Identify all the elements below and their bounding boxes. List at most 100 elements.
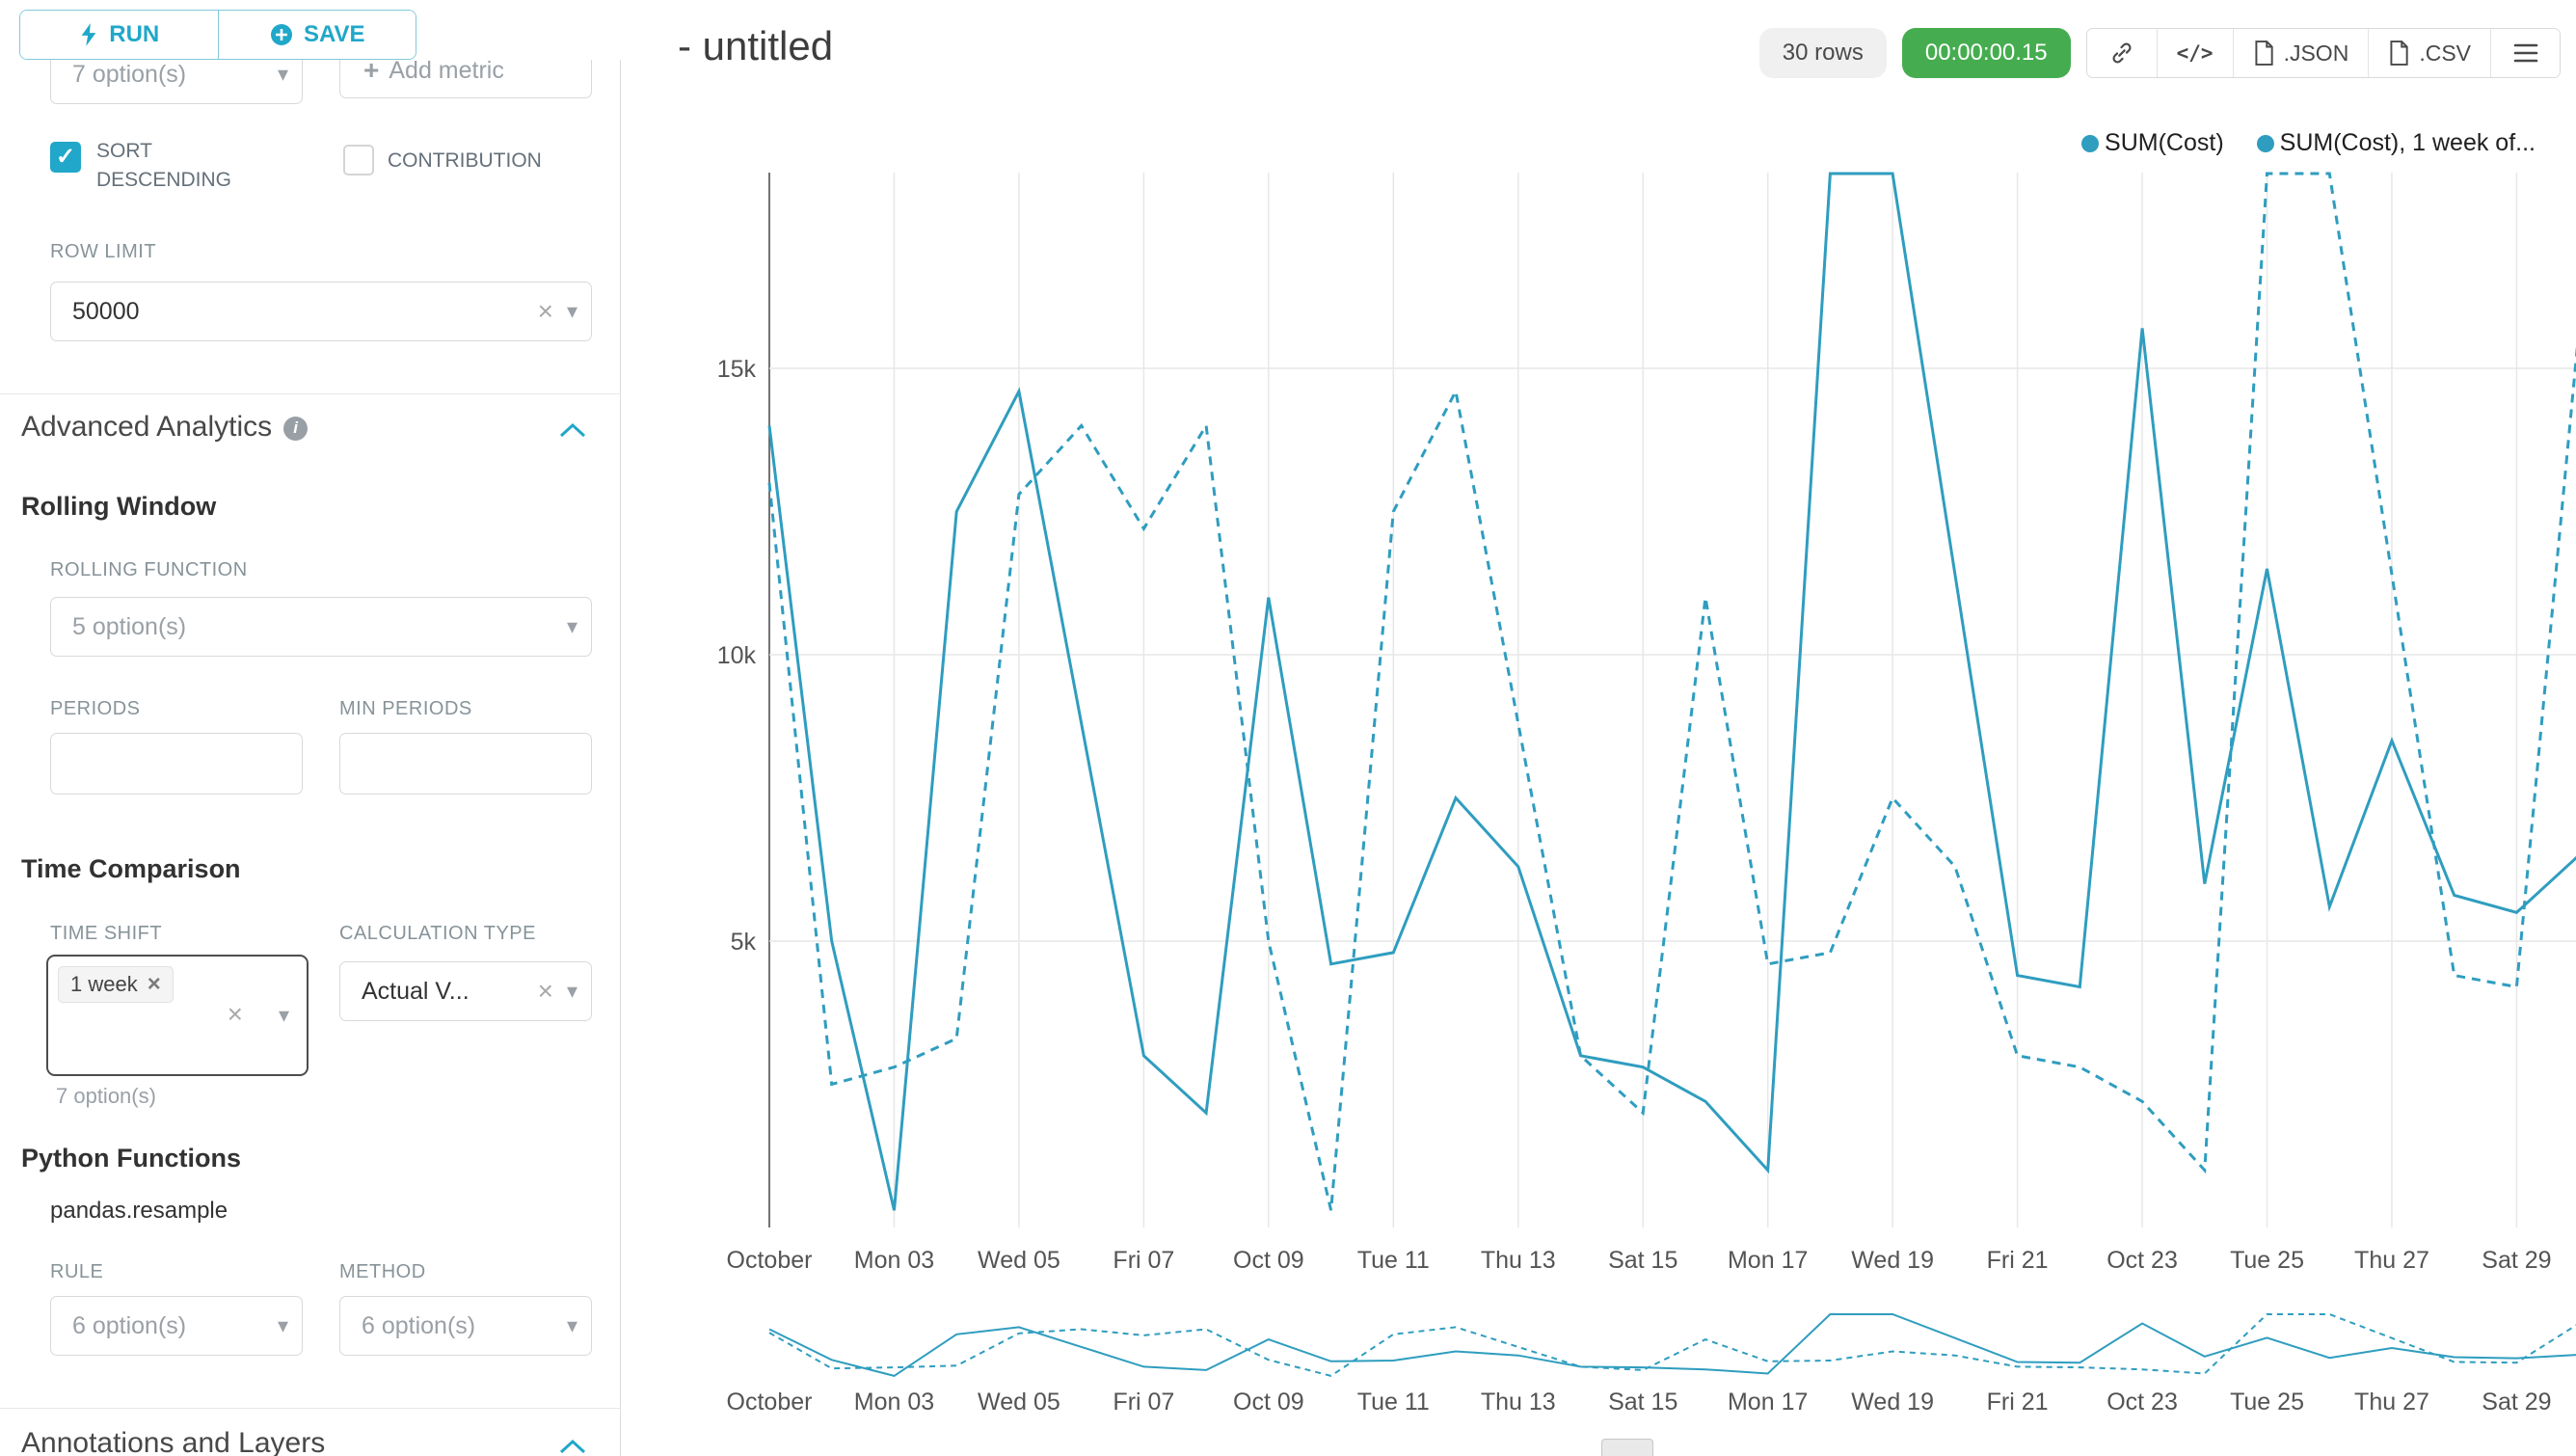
method-value: 6 option(s) (362, 1311, 476, 1339)
row-count-badge: 30 rows (1758, 28, 1887, 78)
method-select[interactable]: 6 option(s) ▾ (339, 1296, 592, 1356)
contribution-checkbox[interactable] (343, 145, 374, 175)
menu-button[interactable] (2490, 29, 2560, 77)
time-shift-tag-label: 1 week (70, 972, 138, 996)
svg-text:Wed 19: Wed 19 (1851, 1247, 1934, 1274)
row-limit-value: 50000 (72, 297, 140, 325)
panel-action-bar: RUN SAVE (0, 0, 621, 60)
save-button[interactable]: SAVE (217, 11, 416, 59)
svg-text:15k: 15k (717, 356, 757, 383)
row-limit-select[interactable]: 50000 × ▾ (50, 282, 592, 341)
svg-text:Oct 09: Oct 09 (1233, 1389, 1304, 1416)
chevron-up-icon[interactable] (559, 422, 586, 438)
embed-code-button[interactable]: </> (2156, 29, 2233, 77)
rolling-function-label: ROLLING FUNCTION (50, 559, 248, 580)
export-json-button[interactable]: .JSON (2232, 29, 2369, 77)
calculation-type-value: Actual V... (362, 977, 470, 1005)
run-button[interactable]: RUN (20, 11, 218, 59)
chart-container: - untitled 30 rows 00:00:00.15 </> .JSON… (622, 0, 2576, 1456)
svg-text:October: October (727, 1247, 813, 1274)
brush-handle[interactable] (1601, 1439, 1653, 1456)
pandas-resample-label: pandas.resample (50, 1198, 228, 1224)
contribution-label[interactable]: CONTRIBUTION (388, 149, 542, 172)
check-icon: ✓ (55, 144, 76, 170)
svg-text:10k: 10k (717, 642, 757, 669)
export-csv-button[interactable]: .CSV (2368, 29, 2490, 77)
legend-item-series-0[interactable]: SUM(Cost) (2081, 129, 2224, 157)
advanced-analytics-header[interactable]: Advanced Analytics i (21, 411, 309, 444)
periods-input[interactable] (50, 733, 303, 795)
svg-text:Sat 29: Sat 29 (2482, 1389, 2551, 1416)
svg-text:Tue 25: Tue 25 (2230, 1389, 2304, 1416)
time-shift-select[interactable]: 1 week × × ▾ (46, 955, 309, 1076)
caret-down-icon: ▾ (566, 299, 577, 323)
control-panel: 7 option(s) ▾ + Add metric RUN SAVE ✓ (0, 0, 621, 1456)
info-icon[interactable]: i (283, 416, 309, 441)
svg-text:Fri 07: Fri 07 (1113, 1389, 1174, 1416)
svg-text:Sat 15: Sat 15 (1608, 1247, 1677, 1274)
svg-text:5k: 5k (731, 929, 757, 956)
rule-label: RULE (50, 1261, 104, 1282)
time-shift-helper: 7 option(s) (56, 1084, 156, 1108)
section-divider (0, 393, 621, 394)
legend-item-series-1[interactable]: SUM(Cost), 1 week of... (2256, 129, 2536, 157)
chevron-up-icon[interactable] (559, 1439, 586, 1454)
svg-text:October: October (727, 1389, 813, 1416)
caret-down-icon: ▾ (277, 1313, 288, 1337)
timer-badge: 00:00:00.15 (1901, 28, 2071, 78)
metric-select-value: 7 option(s) (72, 60, 187, 88)
add-metric-label: Add metric (389, 56, 504, 84)
legend-label: SUM(Cost), 1 week of... (2279, 129, 2536, 156)
export-json-label: .JSON (2283, 40, 2349, 66)
svg-text:Wed 19: Wed 19 (1851, 1389, 1934, 1416)
svg-text:Mon 17: Mon 17 (1728, 1389, 1808, 1416)
sort-descending-label[interactable]: SORT DESCENDING (96, 140, 232, 191)
series-dot-icon (2256, 134, 2274, 152)
rule-value: 6 option(s) (72, 1311, 187, 1339)
svg-text:Mon 03: Mon 03 (854, 1389, 934, 1416)
svg-text:Thu 13: Thu 13 (1481, 1389, 1556, 1416)
clear-icon[interactable]: × (537, 296, 553, 326)
method-label: METHOD (339, 1261, 426, 1282)
clear-icon[interactable]: × (227, 999, 243, 1029)
chart-title: - untitled (678, 23, 834, 68)
sort-descending-checkbox[interactable]: ✓ (50, 142, 81, 173)
time-shift-tag[interactable]: 1 week × (58, 966, 174, 1003)
calculation-type-label: CALCULATION TYPE (339, 923, 536, 944)
file-icon (2390, 40, 2408, 66)
rolling-function-select[interactable]: 5 option(s) ▾ (50, 597, 592, 657)
svg-text:Tue 25: Tue 25 (2230, 1247, 2304, 1274)
annotations-header[interactable]: Annotations and Layers (21, 1427, 326, 1456)
svg-text:Fri 07: Fri 07 (1113, 1247, 1174, 1274)
caret-down-icon: ▾ (566, 979, 577, 1003)
svg-text:Thu 27: Thu 27 (2354, 1389, 2429, 1416)
svg-text:Sat 29: Sat 29 (2482, 1247, 2551, 1274)
svg-text:Mon 17: Mon 17 (1728, 1247, 1808, 1274)
code-icon: </> (2176, 41, 2214, 65)
plus-circle-icon (270, 24, 292, 45)
hamburger-icon (2513, 43, 2537, 63)
row-limit-label: ROW LIMIT (50, 241, 157, 262)
file-icon (2255, 40, 2273, 66)
svg-text:Thu 13: Thu 13 (1481, 1247, 1556, 1274)
svg-text:Oct 23: Oct 23 (2106, 1247, 2178, 1274)
run-button-label: RUN (109, 21, 160, 47)
chart-legend: SUM(Cost) SUM(Cost), 1 week of... (2081, 129, 2536, 157)
caret-down-icon: ▾ (566, 1313, 577, 1337)
rule-select[interactable]: 6 option(s) ▾ (50, 1296, 303, 1356)
copy-link-button[interactable] (2086, 29, 2157, 77)
min-periods-input[interactable] (339, 733, 592, 795)
clear-icon[interactable]: × (537, 976, 553, 1006)
svg-text:Wed 05: Wed 05 (978, 1247, 1060, 1274)
svg-text:Fri 21: Fri 21 (1987, 1247, 2049, 1274)
remove-tag-icon[interactable]: × (147, 971, 161, 997)
main-chart[interactable]: October Mon 03 Wed 05 Fri 07 Oct 09 Tue 11 Thu… (621, 125, 2576, 1311)
range-selector-chart[interactable]: October Mon 03 Wed 05 Fri 07 Oct 09 Tue 11 Thu… (621, 1302, 2576, 1456)
legend-label: SUM(Cost) (2105, 129, 2224, 156)
run-save-group: RUN SAVE (19, 10, 416, 60)
section-divider (0, 1408, 621, 1409)
svg-text:Sat 15: Sat 15 (1608, 1389, 1677, 1416)
svg-text:Thu 27: Thu 27 (2354, 1247, 2429, 1274)
svg-text:Mon 03: Mon 03 (854, 1247, 934, 1274)
calculation-type-select[interactable]: Actual V... × ▾ (339, 961, 592, 1021)
